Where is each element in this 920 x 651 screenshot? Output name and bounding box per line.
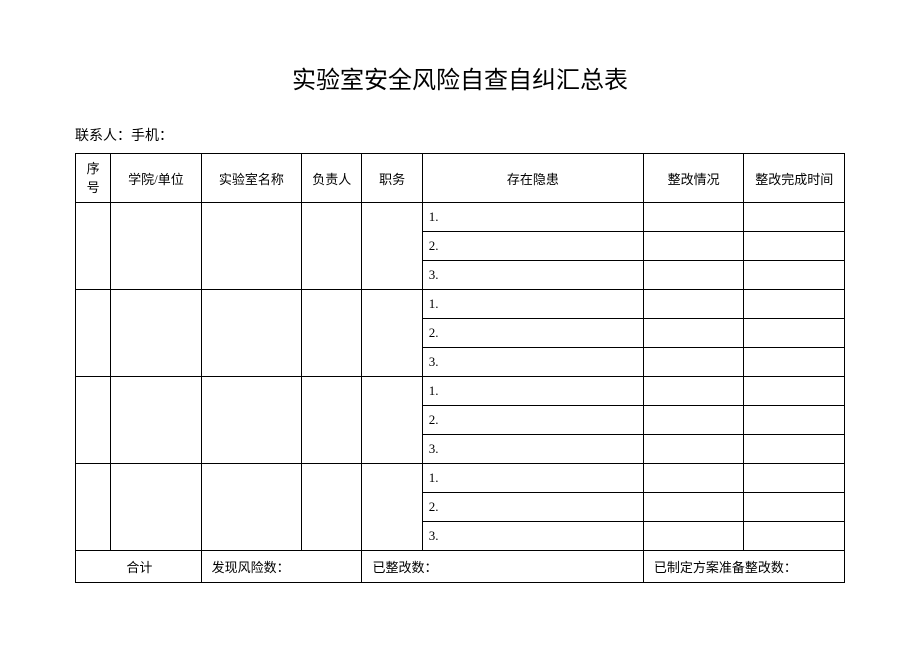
footer-total: 合计 — [76, 551, 202, 583]
cell-rectify — [643, 348, 744, 377]
cell-rectify — [643, 203, 744, 232]
cell-time — [744, 522, 845, 551]
header-hazard: 存在隐患 — [422, 154, 643, 203]
cell-rectify — [643, 232, 744, 261]
cell-seq — [76, 290, 111, 377]
footer-planned: 已制定方案准备整改数： — [643, 551, 844, 583]
cell-lab — [201, 290, 302, 377]
cell-hazard: 3. — [422, 261, 643, 290]
cell-hazard: 3. — [422, 522, 643, 551]
cell-hazard: 1. — [422, 464, 643, 493]
cell-hazard: 2. — [422, 493, 643, 522]
cell-hazard: 1. — [422, 290, 643, 319]
cell-seq — [76, 203, 111, 290]
cell-rectify — [643, 261, 744, 290]
cell-rectify — [643, 290, 744, 319]
summary-table: 序号 学院/单位 实验室名称 负责人 职务 存在隐患 整改情况 整改完成时间 1… — [75, 153, 845, 583]
cell-time — [744, 203, 845, 232]
cell-rectify — [643, 319, 744, 348]
cell-rectify — [643, 377, 744, 406]
header-college: 学院/单位 — [111, 154, 201, 203]
header-person: 负责人 — [302, 154, 362, 203]
header-lab: 实验室名称 — [201, 154, 302, 203]
cell-college — [111, 290, 201, 377]
cell-rectify — [643, 464, 744, 493]
cell-time — [744, 493, 845, 522]
cell-rectify — [643, 493, 744, 522]
cell-hazard: 2. — [422, 406, 643, 435]
table-row: 1. — [76, 377, 845, 406]
cell-seq — [76, 464, 111, 551]
cell-hazard: 1. — [422, 377, 643, 406]
cell-hazard: 1. — [422, 203, 643, 232]
table-row: 1. — [76, 464, 845, 493]
cell-person — [302, 203, 362, 290]
footer-row: 合计 发现风险数： 已整改数： 已制定方案准备整改数： — [76, 551, 845, 583]
cell-hazard: 3. — [422, 348, 643, 377]
header-time: 整改完成时间 — [744, 154, 845, 203]
cell-hazard: 2. — [422, 232, 643, 261]
cell-time — [744, 406, 845, 435]
cell-time — [744, 435, 845, 464]
table-row: 1. — [76, 290, 845, 319]
cell-rectify — [643, 522, 744, 551]
cell-time — [744, 290, 845, 319]
header-rectify: 整改情况 — [643, 154, 744, 203]
footer-found: 发现风险数： — [201, 551, 362, 583]
cell-lab — [201, 377, 302, 464]
cell-person — [302, 464, 362, 551]
table-header-row: 序号 学院/单位 实验室名称 负责人 职务 存在隐患 整改情况 整改完成时间 — [76, 154, 845, 203]
cell-college — [111, 377, 201, 464]
cell-person — [302, 377, 362, 464]
cell-time — [744, 464, 845, 493]
cell-duty — [362, 377, 422, 464]
cell-time — [744, 377, 845, 406]
cell-time — [744, 232, 845, 261]
contact-line: 联系人：手机： — [75, 125, 845, 145]
cell-time — [744, 261, 845, 290]
cell-seq — [76, 377, 111, 464]
cell-lab — [201, 203, 302, 290]
table-row: 1. — [76, 203, 845, 232]
cell-college — [111, 203, 201, 290]
page-title: 实验室安全风险自查自纠汇总表 — [75, 60, 845, 95]
cell-duty — [362, 203, 422, 290]
cell-duty — [362, 290, 422, 377]
footer-fixed: 已整改数： — [362, 551, 643, 583]
cell-rectify — [643, 435, 744, 464]
cell-lab — [201, 464, 302, 551]
cell-rectify — [643, 406, 744, 435]
cell-duty — [362, 464, 422, 551]
cell-hazard: 2. — [422, 319, 643, 348]
cell-college — [111, 464, 201, 551]
cell-person — [302, 290, 362, 377]
header-seq: 序号 — [76, 154, 111, 203]
cell-time — [744, 348, 845, 377]
cell-hazard: 3. — [422, 435, 643, 464]
cell-time — [744, 319, 845, 348]
header-duty: 职务 — [362, 154, 422, 203]
